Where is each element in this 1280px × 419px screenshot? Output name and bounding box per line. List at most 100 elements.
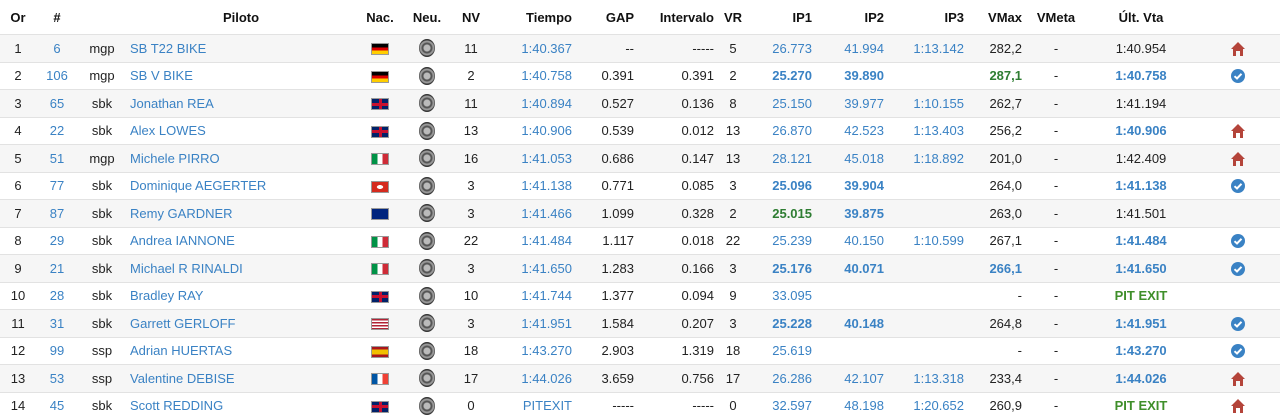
time-link[interactable]: 1:44.026 [492,364,576,392]
col-ip3[interactable]: IP3 [944,9,964,25]
rider-name-link-text[interactable]: Scott REDDING [130,398,224,414]
table-row[interactable]: 9 21 sbk Michael R RINALDI 3 1:41.650 1.283 0.1… [0,254,1280,282]
num-link[interactable]: 21 [36,254,78,282]
num-link-text[interactable]: 53 [49,370,65,386]
time-link[interactable]: 1:40.758 [492,61,576,90]
num-link-text[interactable]: 65 [49,95,65,111]
rider-name-link-text[interactable]: SB V BIKE [130,68,193,84]
col-num[interactable]: # [53,9,61,25]
col-neu[interactable]: Neu. [412,9,442,25]
time-link-text[interactable]: 1:41.484 [521,233,572,249]
num-link-text[interactable]: 21 [49,260,65,276]
time-link[interactable]: PITEXIT [492,391,576,419]
time-link-text[interactable]: 1:41.744 [521,288,572,304]
time-link-text[interactable]: 1:41.466 [521,205,572,221]
rider-name-link[interactable]: Bradley RAY [126,281,356,310]
table-row[interactable]: 5 51 mgp Michele PIRRO 16 1:41.053 0.686 0.147 1… [0,144,1280,172]
num-link-text[interactable]: 45 [49,398,65,414]
rider-name-link-text[interactable]: Adrian HUERTAS [130,343,233,359]
num-link[interactable]: 53 [36,364,78,392]
time-link[interactable]: 1:41.951 [492,309,576,337]
table-row[interactable]: 7 87 sbk Remy GARDNER 3 1:41.466 1.099 0.328 2 25… [0,199,1280,227]
time-link-text[interactable]: 1:41.138 [521,178,572,194]
time-link[interactable]: 1:41.466 [492,199,576,227]
num-link-text[interactable]: 6 [53,40,61,56]
num-link[interactable]: 22 [36,116,78,145]
col-vmeta[interactable]: VMeta [1036,9,1076,25]
time-link-text[interactable]: 1:41.650 [521,260,572,276]
col-vmax[interactable]: VMax [988,9,1022,25]
rider-name-link[interactable]: Alex LOWES [126,116,356,145]
time-link-text[interactable]: PITEXIT [522,398,572,414]
col-intervalo[interactable]: Intervalo [659,9,714,25]
table-row[interactable]: 8 29 sbk Andrea IANNONE 22 1:41.484 1.117 0.018… [0,226,1280,255]
num-link[interactable]: 51 [36,144,78,172]
rider-name-link-text[interactable]: Remy GARDNER [130,205,233,221]
rider-name-link[interactable]: Garrett GERLOFF [126,309,356,337]
num-link[interactable]: 6 [36,34,78,62]
rider-name-link[interactable]: Scott REDDING [126,391,356,419]
num-link[interactable]: 106 [36,61,78,90]
time-link-text[interactable]: 1:43.270 [521,343,572,359]
time-link-text[interactable]: 1:40.894 [521,95,572,111]
table-row[interactable]: 12 99 ssp Adrian HUERTAS 18 1:43.270 2.903 1.31… [0,336,1280,365]
num-link[interactable]: 87 [36,199,78,227]
num-link[interactable]: 99 [36,336,78,365]
col-ip2[interactable]: IP2 [864,9,884,25]
num-link-text[interactable]: 51 [49,150,65,166]
rider-name-link-text[interactable]: Andrea IANNONE [130,233,235,249]
rider-name-link[interactable]: Adrian HUERTAS [126,336,356,365]
table-row[interactable]: 13 53 ssp Valentine DEBISE 17 1:44.026 3.659 0.… [0,364,1280,392]
col-nv[interactable]: NV [461,9,481,25]
rider-name-link-text[interactable]: Bradley RAY [130,288,204,304]
num-link-text[interactable]: 87 [49,205,65,221]
num-link-text[interactable]: 22 [49,123,65,139]
col-ip1[interactable]: IP1 [792,9,812,25]
num-link-text[interactable]: 106 [46,68,68,84]
table-row[interactable]: 4 22 sbk Alex LOWES 13 1:40.906 0.539 0.012 13 26… [0,116,1280,145]
table-row[interactable]: 3 65 sbk Jonathan REA 11 1:40.894 0.527 0.136 8 2… [0,89,1280,117]
num-link-text[interactable]: 28 [49,288,65,304]
time-link-text[interactable]: 1:40.906 [521,123,572,139]
time-link[interactable]: 1:41.650 [492,254,576,282]
rider-name-link[interactable]: Andrea IANNONE [126,226,356,255]
time-link[interactable]: 1:41.138 [492,171,576,200]
col-gap[interactable]: GAP [605,9,634,25]
col-nac[interactable]: Nac. [366,9,394,25]
time-link[interactable]: 1:40.367 [492,34,576,62]
col-or[interactable]: Or [10,9,26,25]
rider-name-link[interactable]: Michele PIRRO [126,144,356,172]
table-row[interactable]: 14 45 sbk Scott REDDING 0 PITEXIT ----- ----- 0 3… [0,391,1280,419]
table-row[interactable]: 11 31 sbk Garrett GERLOFF 3 1:41.951 1.584 0.20… [0,309,1280,337]
col-piloto[interactable]: Piloto [222,9,260,25]
rider-name-link[interactable]: Valentine DEBISE [126,364,356,392]
num-link[interactable]: 29 [36,226,78,255]
time-link[interactable]: 1:41.053 [492,144,576,172]
rider-name-link[interactable]: Remy GARDNER [126,199,356,227]
rider-name-link[interactable]: SB V BIKE [126,61,356,90]
time-link-text[interactable]: 1:40.758 [521,68,572,84]
time-link[interactable]: 1:41.484 [492,226,576,255]
time-link-text[interactable]: 1:41.053 [521,150,572,166]
rider-name-link-text[interactable]: Michael R RINALDI [130,260,243,276]
num-link[interactable]: 65 [36,89,78,117]
rider-name-link-text[interactable]: SB T22 BIKE [130,40,207,56]
table-row[interactable]: 6 77 sbk Dominique AEGERTER 3 1:41.138 0.771 0.… [0,171,1280,200]
col-tiempo[interactable]: Tiempo [526,9,572,25]
rider-name-link[interactable]: Dominique AEGERTER [126,171,356,200]
col-ultvta[interactable]: Últ. Vta [1118,9,1164,25]
time-link[interactable]: 1:43.270 [492,336,576,365]
num-link-text[interactable]: 31 [49,315,65,331]
rider-name-link-text[interactable]: Alex LOWES [130,123,206,139]
time-link-text[interactable]: 1:44.026 [521,370,572,386]
rider-name-link-text[interactable]: Jonathan REA [130,95,214,111]
rider-name-link[interactable]: SB T22 BIKE [126,34,356,62]
rider-name-link-text[interactable]: Dominique AEGERTER [130,178,267,194]
num-link[interactable]: 77 [36,171,78,200]
time-link-text[interactable]: 1:40.367 [521,40,572,56]
table-row[interactable]: 2 106 mgp SB V BIKE 2 1:40.758 0.391 0.391 2 25.2… [0,61,1280,90]
num-link-text[interactable]: 77 [49,178,65,194]
num-link[interactable]: 28 [36,281,78,310]
num-link-text[interactable]: 29 [49,233,65,249]
rider-name-link-text[interactable]: Valentine DEBISE [130,370,235,386]
